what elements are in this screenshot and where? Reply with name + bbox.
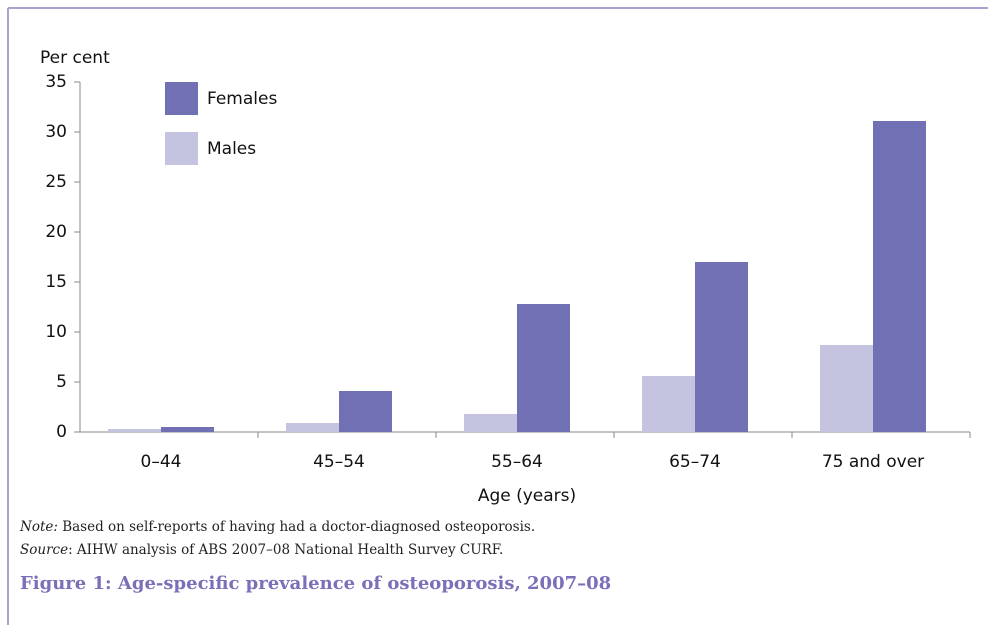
y-tick-label: 30 — [45, 122, 67, 142]
x-tick-label: 0–44 — [141, 452, 182, 472]
y-axis-label: Per cent — [40, 48, 110, 68]
x-tick-label: 65–74 — [669, 452, 721, 472]
bar — [286, 423, 339, 432]
y-tick-label: 0 — [56, 422, 67, 442]
bar — [642, 376, 695, 432]
note-text: Based on self-reports of having had a do… — [58, 519, 535, 535]
legend-swatch — [165, 82, 198, 115]
note-label: Note: — [19, 519, 58, 535]
x-tick-label: 45–54 — [313, 452, 365, 472]
bar — [517, 304, 570, 432]
x-tick-label: 55–64 — [491, 452, 543, 472]
bar — [161, 427, 214, 432]
x-tick-label: 75 and over — [822, 452, 924, 472]
bar — [464, 414, 517, 432]
bar — [873, 121, 926, 432]
bar — [695, 262, 748, 432]
bar — [108, 429, 161, 432]
legend-swatch — [165, 132, 198, 165]
y-tick-label: 10 — [45, 322, 67, 342]
y-tick-label: 15 — [45, 272, 67, 292]
source: Source: AIHW analysis of ABS 2007–08 Nat… — [20, 542, 503, 558]
legend-label: Females — [207, 89, 277, 109]
caption: Figure 1: Age-specific prevalence of ost… — [20, 573, 611, 594]
y-tick-label: 20 — [45, 222, 67, 242]
note: Note: Based on self-reports of having ha… — [19, 519, 535, 535]
bar — [339, 391, 392, 432]
bar — [820, 345, 873, 432]
source-text: : AIHW analysis of ABS 2007–08 National … — [68, 542, 503, 558]
y-tick-label: 5 — [56, 372, 67, 392]
x-axis-label: Age (years) — [478, 486, 576, 506]
y-tick-label: 35 — [45, 72, 67, 92]
y-tick-label: 25 — [45, 172, 67, 192]
legend-label: Males — [207, 139, 256, 159]
source-label: Source — [20, 542, 68, 558]
